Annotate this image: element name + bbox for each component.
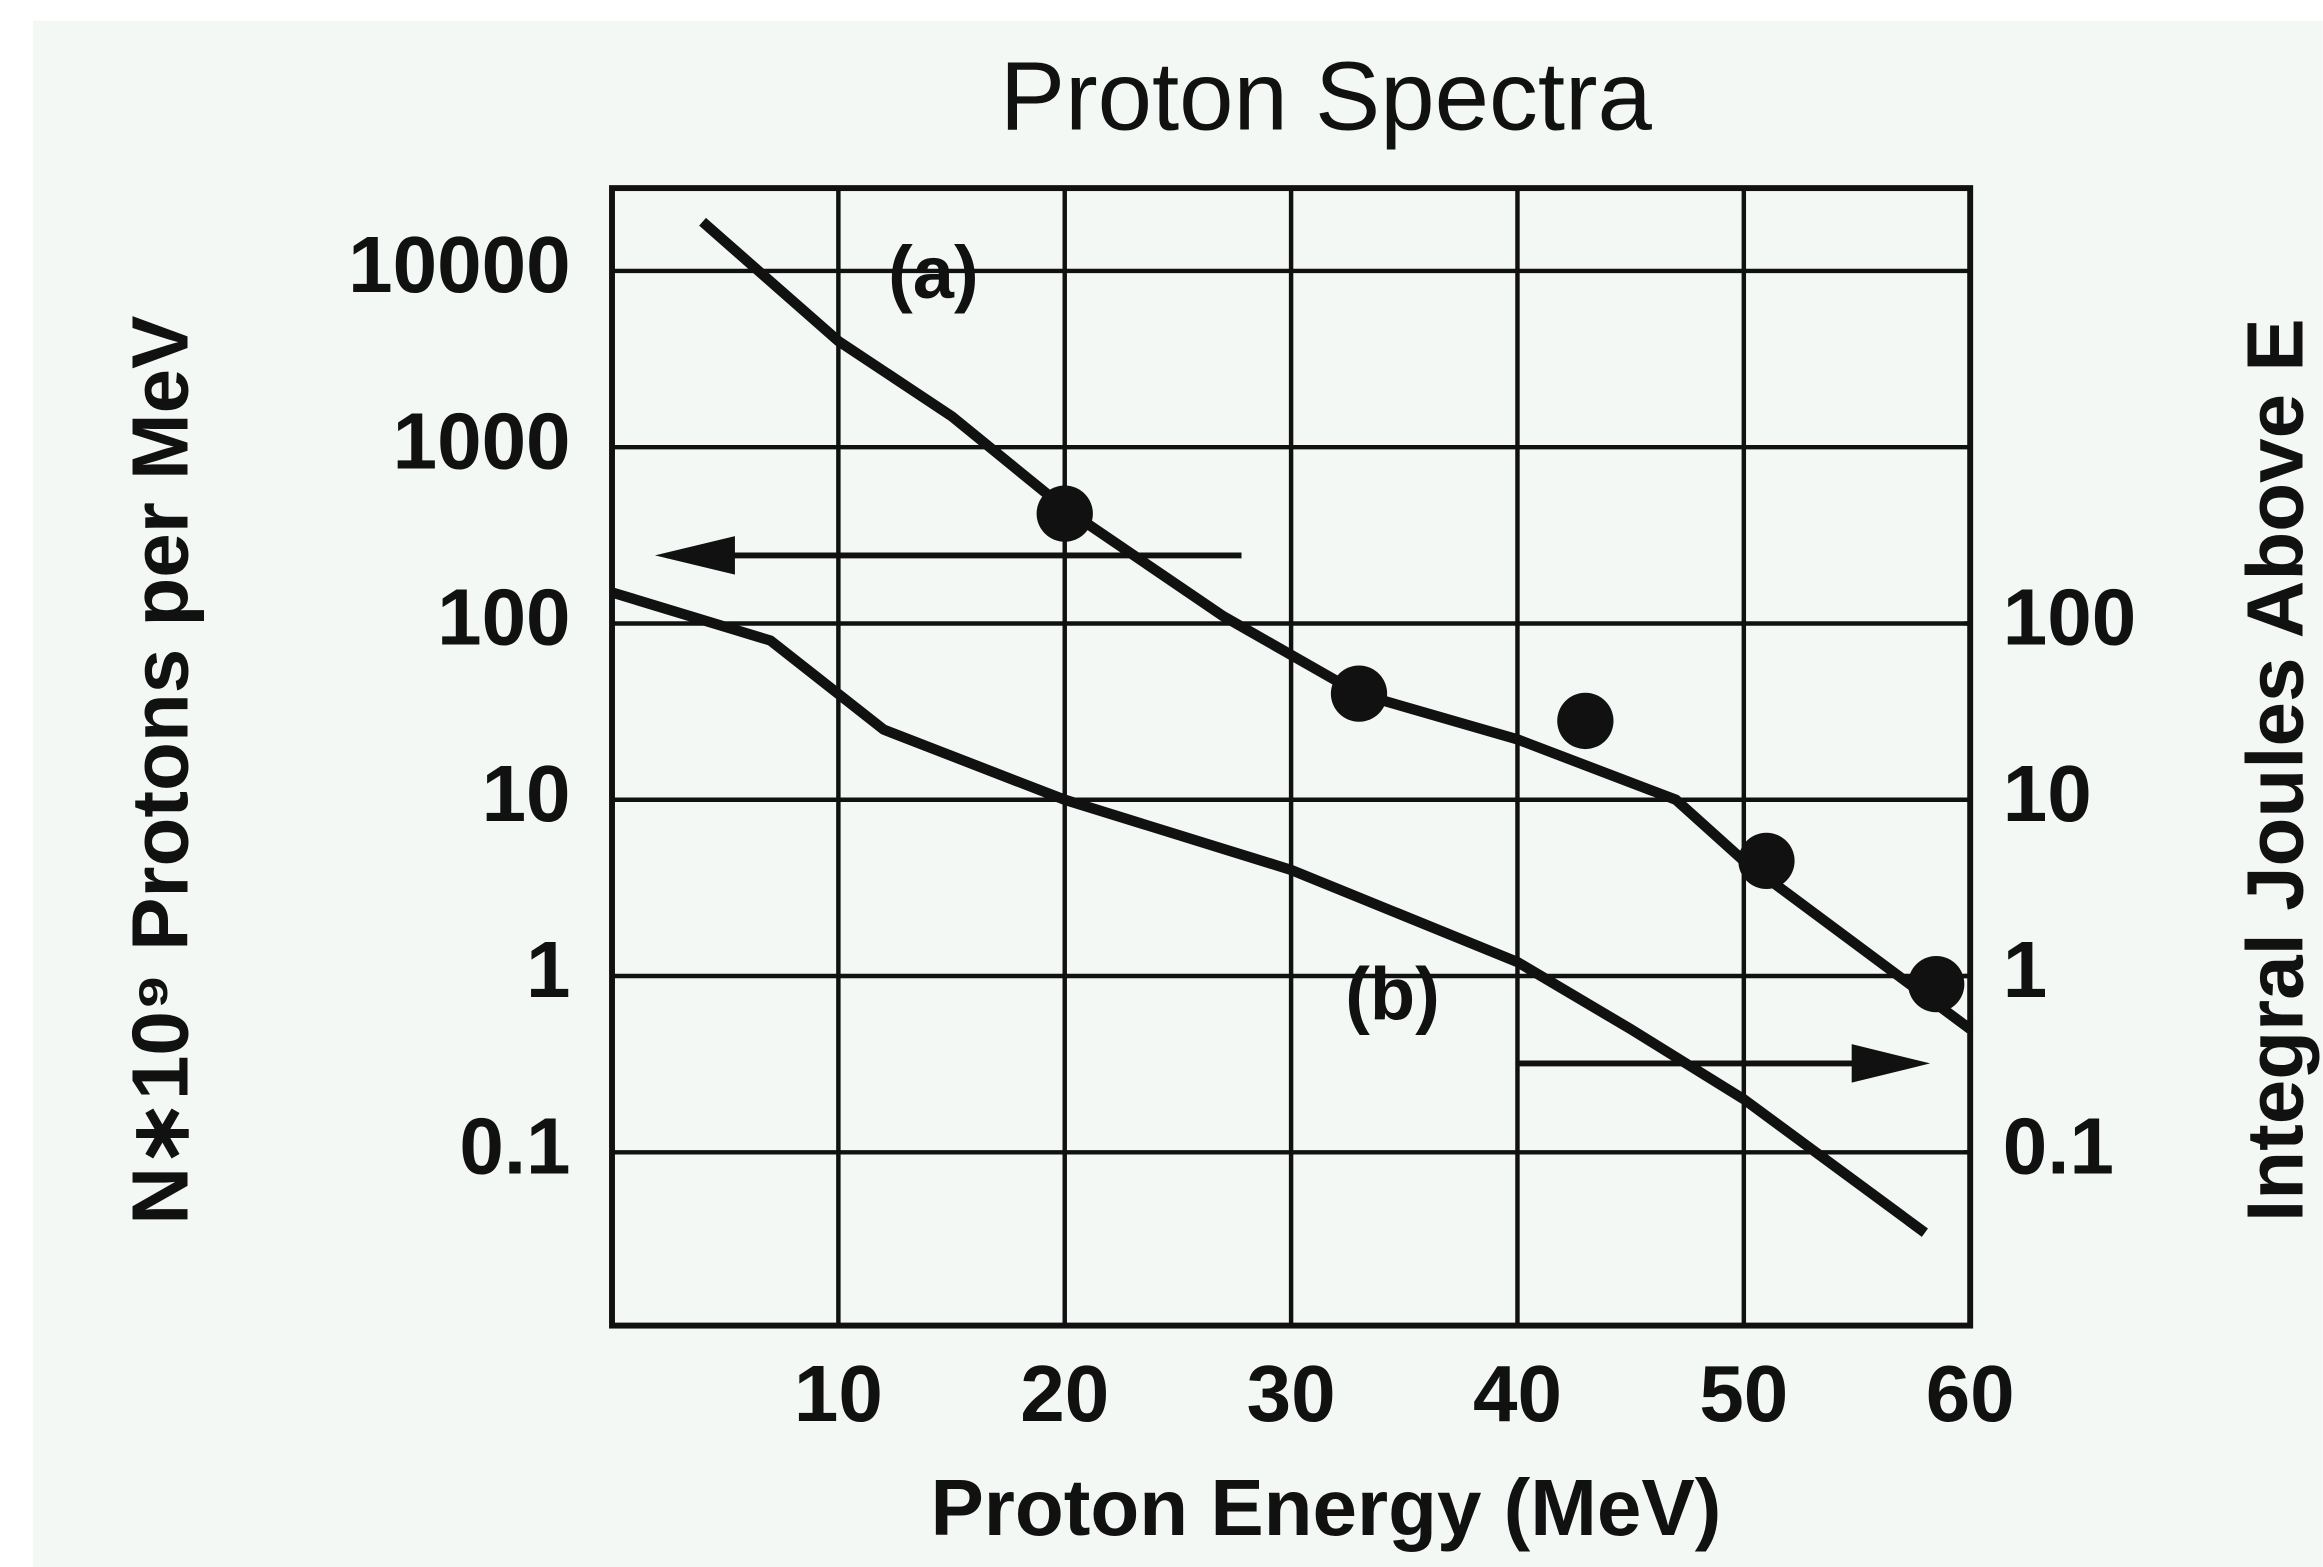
y-axis-label: N∗10⁹ Protons per MeV — [115, 316, 204, 1225]
x-axis-label: Proton Energy (MeV) — [930, 1463, 1721, 1552]
x-tick-label: 10 — [794, 1349, 883, 1438]
y-tick-label: 10 — [482, 749, 571, 838]
series-line — [610, 587, 1928, 1237]
x-tick-label: 30 — [1247, 1349, 1336, 1438]
y2-tick-label: 100 — [2003, 573, 2136, 662]
y-tick-label: 10000 — [348, 220, 570, 309]
y-tick-label: 100 — [437, 573, 570, 662]
y2-axis-label: Integral Joules Above E — [2230, 318, 2319, 1222]
y-tick-label: 0.1 — [459, 1101, 570, 1190]
arrow-head — [654, 536, 735, 575]
x-tick-label: 50 — [1699, 1349, 1788, 1438]
data-point — [1908, 955, 1965, 1013]
plot-area: 10 20 30 40 50 60 0.1 1 10 100 1000 10000 0.1 1 10 100 — [348, 185, 2136, 1438]
chart-title: Proton Spectra — [1000, 42, 1653, 151]
arrows — [654, 536, 1931, 1083]
y-tick-label: 1000 — [393, 396, 571, 485]
data-point — [1738, 832, 1795, 890]
series-annotation: (a) — [888, 231, 979, 314]
data-point — [1330, 665, 1388, 722]
background — [32, 20, 2323, 1567]
y2-tick-label: 0.1 — [2003, 1101, 2114, 1190]
y2-tick-label: 10 — [2003, 749, 2092, 838]
data-point — [1557, 692, 1614, 750]
x-tick-label: 20 — [1020, 1349, 1109, 1438]
plot-frame — [609, 185, 1974, 1329]
arrow-head — [1851, 1044, 1931, 1083]
series-annotation: (b) — [1345, 952, 1440, 1035]
x-tick-label: 40 — [1473, 1349, 1562, 1438]
y-tick-label: 1 — [526, 925, 570, 1014]
x-tick-label: 60 — [1926, 1349, 2015, 1438]
data-point — [1036, 485, 1093, 542]
y2-tick-label: 1 — [2003, 925, 2047, 1014]
